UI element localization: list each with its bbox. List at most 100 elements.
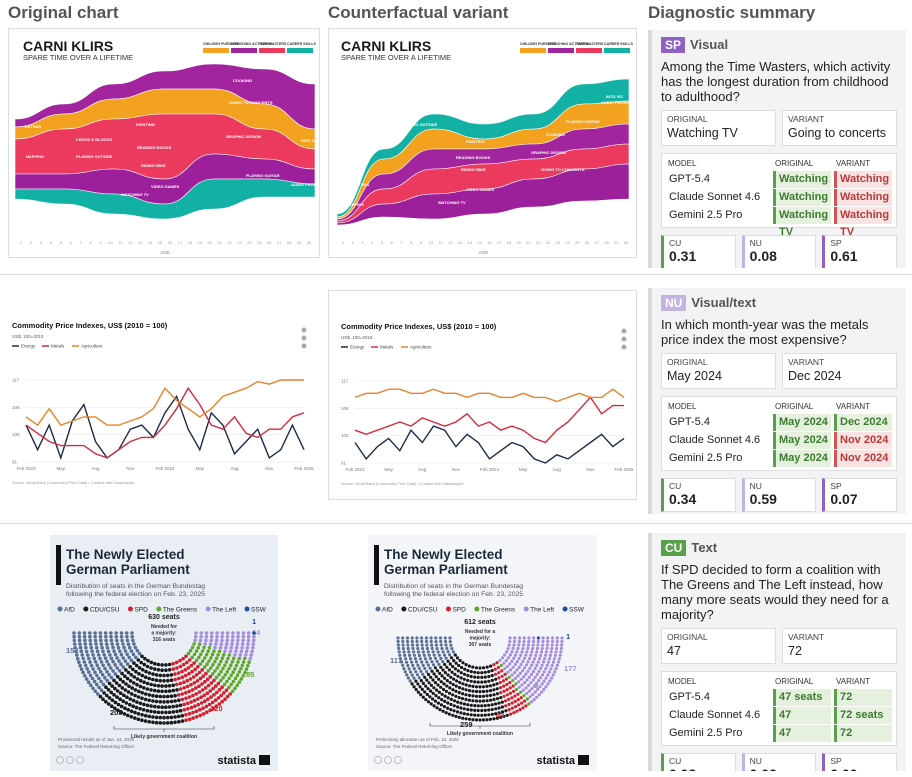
seat xyxy=(452,699,457,703)
legend-swatch xyxy=(604,48,630,53)
seat xyxy=(515,668,519,672)
seat xyxy=(104,638,108,643)
seat xyxy=(434,636,438,640)
seat xyxy=(433,699,437,703)
chart-title: Commodity Price Indexes, US$ (2010 = 100… xyxy=(12,321,168,330)
seat xyxy=(473,675,477,679)
seat xyxy=(419,669,423,673)
seat xyxy=(102,691,106,695)
seat xyxy=(188,648,193,653)
seat xyxy=(220,699,224,704)
table-cell: Watching TV xyxy=(773,189,831,220)
legend-label: Agriculture xyxy=(410,345,432,350)
column-header: Counterfactual variant xyxy=(328,3,509,22)
seat xyxy=(209,666,213,670)
answer-box: ORIGINAL 47 xyxy=(661,628,776,664)
seat xyxy=(158,721,163,725)
stream-label: AUDIO PRODUCTION xyxy=(601,100,637,105)
seat xyxy=(164,705,168,709)
seat xyxy=(180,669,184,674)
seat xyxy=(178,658,182,663)
seat xyxy=(192,642,196,646)
seat xyxy=(241,634,246,639)
seat xyxy=(421,695,425,699)
seat xyxy=(158,715,163,720)
seat xyxy=(223,649,227,654)
x-tick-label: 30 xyxy=(624,240,629,245)
seat xyxy=(448,653,452,657)
seat xyxy=(89,683,93,688)
seat xyxy=(399,657,403,661)
summary-panel: NU Visual/text In which month-year was the… xyxy=(648,288,906,514)
seat xyxy=(98,669,103,674)
seat xyxy=(221,676,225,680)
seat xyxy=(133,710,137,715)
seat xyxy=(429,683,433,687)
seat xyxy=(464,663,468,667)
seat xyxy=(154,673,159,677)
seat xyxy=(83,642,88,646)
x-tick-label: 22 xyxy=(546,240,551,245)
seat xyxy=(130,634,134,639)
column-header: Diagnostic summary xyxy=(648,3,816,22)
coalition-label: Likely government coalition xyxy=(131,734,197,740)
answer-label: VARIANT xyxy=(788,357,825,367)
seat xyxy=(94,646,99,650)
stream-label: LEGOS & BLOCKS xyxy=(76,137,112,142)
seat xyxy=(539,666,543,670)
seat xyxy=(93,670,97,674)
chart-subtitle: SPARE TIME OVER A LIFETIME xyxy=(23,53,133,62)
seat xyxy=(200,659,205,663)
seat xyxy=(492,688,496,692)
seat xyxy=(110,684,114,688)
seat xyxy=(202,665,207,669)
seat xyxy=(416,690,420,694)
seat xyxy=(220,631,225,635)
party-seats xyxy=(498,636,564,704)
party-seats xyxy=(499,663,531,706)
x-tick-label: May xyxy=(384,467,393,472)
seat xyxy=(147,714,152,719)
seat xyxy=(476,675,480,679)
seat xyxy=(106,688,111,692)
seat xyxy=(178,687,183,691)
seat xyxy=(227,676,231,681)
seat xyxy=(549,650,553,654)
legend-label: SPD xyxy=(134,607,148,614)
seat xyxy=(214,638,219,643)
seat xyxy=(164,668,168,672)
y-tick-label: 117 xyxy=(341,379,349,384)
seat xyxy=(511,679,515,683)
seat xyxy=(434,640,438,644)
seat xyxy=(431,678,435,682)
seat xyxy=(528,695,532,699)
legend-dot xyxy=(375,606,381,612)
seat xyxy=(494,702,498,706)
seat xyxy=(497,701,501,705)
seat xyxy=(252,634,256,639)
seat xyxy=(526,660,530,664)
seat xyxy=(509,668,513,672)
seat xyxy=(98,656,102,661)
seat xyxy=(164,684,168,688)
seat xyxy=(535,672,539,676)
seat xyxy=(182,686,186,690)
seat xyxy=(231,679,236,684)
seat xyxy=(215,666,219,670)
seat xyxy=(505,713,509,717)
seat xyxy=(448,636,452,640)
seat xyxy=(113,706,117,711)
seat xyxy=(142,686,146,690)
logo: statista xyxy=(217,755,256,767)
seat xyxy=(78,663,82,668)
seat xyxy=(138,701,143,706)
seat xyxy=(193,704,197,708)
seat xyxy=(464,688,468,692)
seat xyxy=(535,695,539,699)
seat xyxy=(459,711,463,715)
table-cell: Gemini 2.5 Pro xyxy=(669,209,743,221)
legend-label: Energy xyxy=(350,345,365,350)
seat xyxy=(512,689,516,693)
seat xyxy=(513,699,517,703)
seat xyxy=(485,694,489,698)
